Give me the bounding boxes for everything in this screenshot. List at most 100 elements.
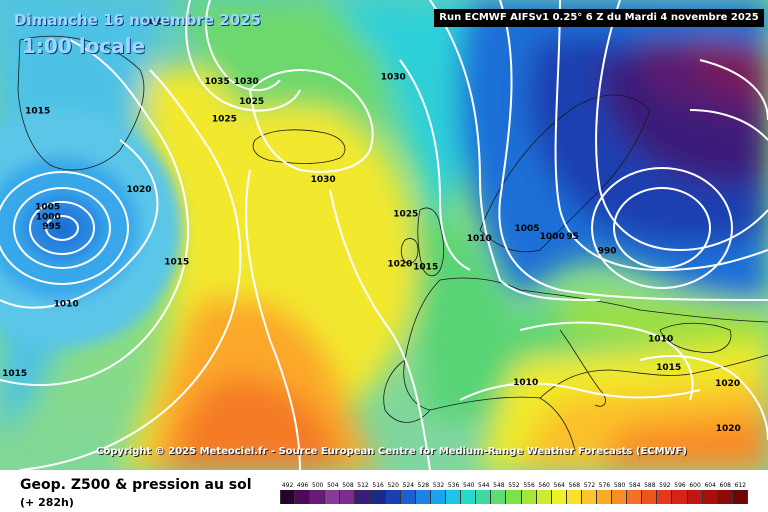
scale-swatch	[506, 490, 522, 504]
pressure-label: 1035	[205, 77, 230, 87]
pressure-label: 1000	[540, 232, 565, 242]
pressure-label: 1015	[656, 363, 681, 373]
scale-swatch	[566, 490, 582, 504]
scale-label: 520	[387, 482, 399, 489]
scale-label: 524	[402, 482, 415, 489]
scale-label: 564	[553, 482, 565, 489]
pressure-label: 1010	[54, 300, 79, 310]
pressure-label: 1015	[2, 369, 27, 379]
scale-cell: 492	[280, 482, 296, 504]
scale-cell: 540	[461, 482, 477, 504]
pressure-label: 1000	[36, 212, 61, 222]
pressure-label: 1010	[513, 378, 538, 388]
pressure-label: 1025	[212, 114, 237, 124]
scale-label: 588	[644, 482, 656, 489]
pressure-label: 1015	[164, 257, 189, 267]
scale-label: 512	[357, 482, 369, 489]
scale-label: 596	[674, 482, 686, 489]
pressure-label: 1025	[239, 97, 264, 107]
color-scale: 492 496 500 504 508 512 516 520 524 528 532 536 540 5…	[280, 482, 748, 504]
scale-swatch	[581, 490, 597, 504]
scale-swatch	[430, 490, 447, 504]
pressure-label: 1020	[387, 259, 412, 269]
pressure-label: 1005	[514, 224, 539, 234]
scale-swatch	[295, 490, 311, 504]
scale-swatch	[551, 490, 567, 504]
pressure-label: 1020	[716, 424, 741, 434]
scale-cell: 504	[325, 482, 341, 504]
forecast-time: 1:00 locale	[22, 34, 146, 58]
scale-label: 560	[538, 482, 550, 489]
scale-cell: 568	[566, 482, 582, 504]
scale-label: 592	[659, 482, 671, 489]
scale-label: 528	[417, 482, 430, 489]
scale-swatch	[627, 490, 643, 504]
scale-cell: 524	[400, 482, 416, 504]
isobars	[0, 0, 768, 470]
scale-label: 572	[583, 482, 596, 489]
scale-swatch	[657, 490, 673, 504]
scale-cell: 596	[672, 482, 688, 504]
scale-cell: 520	[385, 482, 401, 504]
pressure-label: 1020	[126, 185, 151, 195]
scale-swatch	[596, 490, 613, 504]
scale-swatch	[521, 490, 537, 504]
pressure-label: 1030	[234, 77, 259, 87]
scale-swatch	[385, 490, 401, 504]
pressure-label: 95	[566, 232, 579, 242]
scale-swatch	[370, 490, 386, 504]
scale-label: 540	[462, 482, 475, 489]
pressure-label: 1010	[467, 234, 492, 244]
pressure-label: 1030	[311, 175, 336, 185]
scale-cell: 604	[702, 482, 718, 504]
scale-label: 584	[628, 482, 641, 489]
scale-cell: 576	[596, 482, 613, 504]
scale-cell: 528	[415, 482, 431, 504]
scale-swatch	[446, 490, 462, 504]
scale-swatch	[732, 490, 748, 504]
scale-cell: 556	[521, 482, 537, 504]
scale-label: 544	[478, 482, 490, 489]
scale-cell: 564	[551, 482, 567, 504]
scale-cell: 584	[627, 482, 643, 504]
scale-label: 568	[568, 482, 581, 489]
scale-cell: 572	[581, 482, 597, 504]
scale-cell: 612	[732, 482, 748, 504]
legend-title: Geop. Z500 & pression au sol	[20, 477, 252, 493]
scale-cell: 532	[430, 482, 447, 504]
scale-cell: 548	[491, 482, 507, 504]
scale-cell: 544	[476, 482, 492, 504]
scale-swatch	[310, 490, 326, 504]
scale-cell: 560	[536, 482, 552, 504]
pressure-label: 1020	[715, 379, 740, 389]
scale-swatch	[461, 490, 477, 504]
scale-swatch	[702, 490, 718, 504]
scale-label: 556	[523, 482, 535, 489]
pressure-label: 1030	[381, 72, 406, 82]
scale-label: 496	[296, 482, 309, 489]
pressure-label: 1005	[35, 203, 60, 213]
scale-label: 608	[719, 482, 731, 489]
scale-label: 552	[508, 482, 520, 489]
scale-label: 548	[493, 482, 505, 489]
scale-label: 612	[734, 482, 747, 489]
scale-swatch	[536, 490, 552, 504]
scale-label: 536	[447, 482, 460, 489]
scale-swatch	[672, 490, 688, 504]
scale-label: 508	[342, 482, 354, 489]
scale-label: 500	[312, 482, 324, 489]
scale-swatch	[415, 490, 431, 504]
scale-label: 576	[598, 482, 611, 489]
scale-swatch	[280, 490, 296, 504]
pressure-label: 1025	[393, 209, 418, 219]
scale-swatch	[476, 490, 492, 504]
scale-label: 492	[281, 482, 294, 489]
scale-swatch	[400, 490, 416, 504]
scale-label: 532	[432, 482, 445, 489]
copyright-notice: Copyright © 2025 Meteociel.fr - Source E…	[96, 446, 687, 457]
pressure-label: 1020	[143, 18, 168, 28]
scale-cell: 508	[340, 482, 356, 504]
pressure-label: 1010	[648, 335, 673, 345]
